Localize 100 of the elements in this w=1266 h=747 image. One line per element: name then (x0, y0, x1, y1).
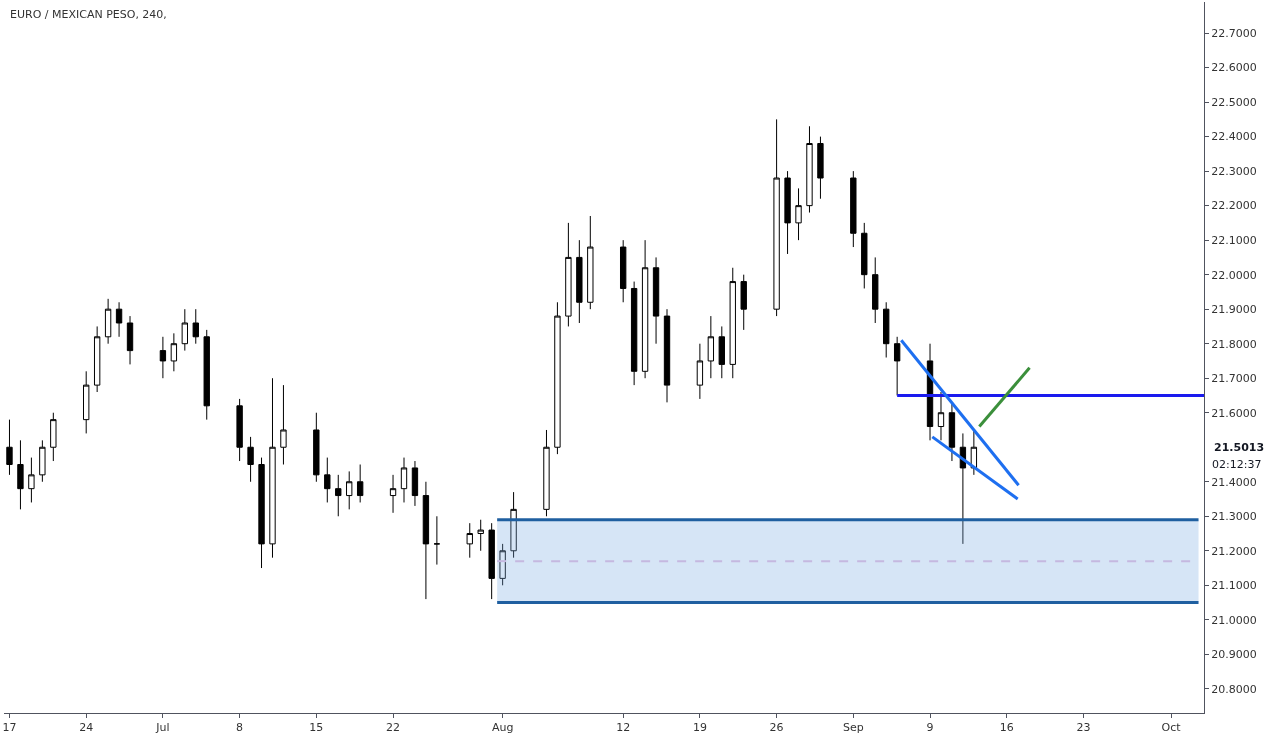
candlestick (773, 118, 780, 317)
candlestick (740, 274, 747, 331)
candlestick (115, 301, 123, 338)
candlestick (652, 256, 660, 345)
candlestick (806, 125, 813, 214)
candlestick (313, 412, 320, 483)
candlestick (422, 481, 430, 600)
y-tick-label: 21.3000 (1211, 510, 1257, 524)
candlestick (93, 325, 101, 393)
y-tick-label: 21.2000 (1211, 544, 1257, 558)
x-tick-label: 22 (386, 721, 401, 735)
y-tick-label: 22.4000 (1211, 130, 1257, 144)
candlestick (861, 222, 868, 289)
candlestick (937, 391, 945, 441)
candlestick (28, 457, 35, 503)
y-tick-label: 21.8000 (1211, 337, 1257, 351)
y-tick-label: 22.1000 (1211, 234, 1257, 247)
candlestick (641, 239, 649, 379)
candlestick (192, 308, 199, 345)
candlestick (817, 136, 824, 200)
x-tick-label: 12 (616, 721, 631, 735)
candlestick (17, 439, 24, 510)
x-tick-label: Sep (842, 721, 864, 735)
candlestick (707, 315, 715, 379)
y-tick-label: 20.9000 (1211, 648, 1257, 662)
candlestick (346, 470, 353, 510)
candlestick (565, 222, 572, 327)
candlestick (587, 215, 594, 310)
candlestick (181, 308, 189, 352)
x-tick-label: Jul (155, 721, 170, 735)
candlestick (970, 429, 978, 476)
x-tick-label: 9 (926, 721, 934, 735)
x-tick-label: 23 (1076, 721, 1091, 735)
y-tick-label: 20.8000 (1211, 682, 1257, 696)
y-tick-label: 21.9000 (1211, 303, 1257, 317)
x-tick-label: 26 (769, 721, 784, 735)
x-tick-label: 24 (79, 721, 94, 735)
candlestick (126, 315, 134, 365)
candlestick (576, 239, 583, 324)
candlestick (784, 170, 791, 255)
candlestick (50, 412, 57, 462)
y-tick-label: 21.0000 (1211, 613, 1257, 627)
candlestick (466, 522, 473, 559)
candlestick (488, 522, 495, 600)
text: 21.5013 (1214, 441, 1265, 454)
y-tick-label: 22.2000 (1211, 199, 1257, 213)
candlestick (83, 370, 90, 434)
candlestick (400, 457, 408, 503)
candlestick (203, 329, 210, 421)
candlestick (356, 464, 364, 503)
x-tick-label: Aug (491, 721, 514, 735)
candlestick (159, 336, 167, 379)
candlestick (236, 398, 243, 462)
text: EURO / MEXICAN PESO, 240, (10, 8, 167, 21)
candlestick (104, 298, 112, 345)
candlestick (280, 384, 287, 465)
candlestick (554, 301, 561, 455)
candlestick (795, 187, 802, 241)
y-tick-label: 22.0000 (1211, 268, 1257, 282)
candlestick (696, 343, 704, 400)
candlestick (959, 432, 967, 545)
candlestick (477, 519, 484, 552)
text: 02:12:37 (1212, 458, 1262, 471)
y-tick-label: 22.3000 (1211, 164, 1257, 178)
candlestick (718, 325, 725, 379)
candlestick (893, 336, 901, 396)
x-tick-label: 15 (309, 721, 324, 735)
y-tick-label: 22.7000 (1211, 26, 1257, 40)
candlestick (872, 256, 879, 324)
candlestick (433, 515, 441, 566)
y-tick-label: 22.6000 (1211, 61, 1257, 75)
candlestick (39, 439, 46, 483)
candlestick (663, 308, 671, 403)
y-tick-label: 22.5000 (1211, 95, 1257, 109)
x-tick-label: 8 (236, 721, 244, 735)
candlestick (6, 419, 13, 476)
candlestick (883, 301, 890, 358)
candlestick (510, 491, 517, 559)
x-tick-label: 17 (2, 721, 17, 735)
candlestick (269, 377, 276, 559)
x-tick-label: 16 (999, 721, 1014, 735)
candlestick (247, 436, 254, 483)
candlestick (543, 429, 550, 517)
y-tick-label: 21.6000 (1211, 406, 1257, 420)
x-tick-label: 19 (692, 721, 707, 735)
candlestick (335, 474, 342, 517)
y-tick-label: 21.7000 (1211, 372, 1257, 386)
candlestick (324, 457, 331, 503)
candlestick (411, 460, 419, 507)
candlestick (499, 543, 506, 586)
candlestick (630, 281, 638, 386)
candlestick (619, 239, 627, 303)
candlestick (729, 267, 736, 379)
y-tick-label: 21.1000 (1211, 579, 1257, 593)
candlestick (850, 170, 857, 248)
candlestick (258, 457, 265, 569)
candlestick (170, 332, 178, 372)
candlestick (389, 474, 397, 514)
x-tick-label: Oct (1161, 721, 1182, 735)
y-tick-label: 21.4000 (1211, 475, 1257, 489)
